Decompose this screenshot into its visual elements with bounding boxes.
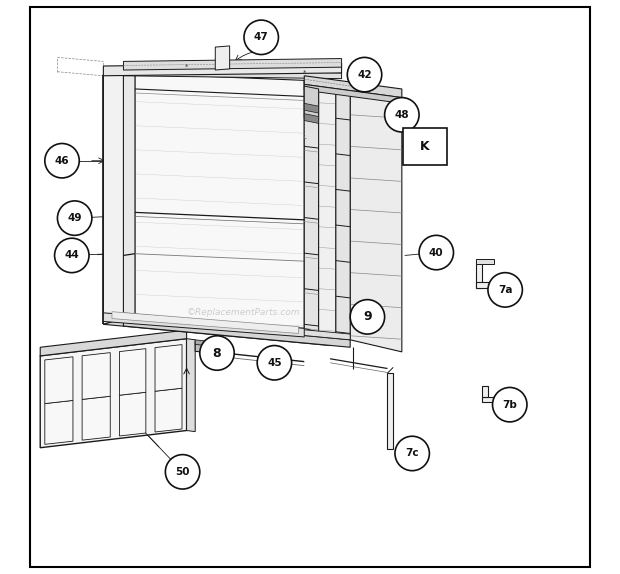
- Polygon shape: [304, 84, 402, 103]
- Polygon shape: [123, 59, 342, 70]
- Polygon shape: [82, 396, 110, 440]
- Circle shape: [244, 20, 278, 55]
- Polygon shape: [135, 73, 304, 328]
- Polygon shape: [350, 91, 402, 352]
- Text: 44: 44: [64, 250, 79, 261]
- Circle shape: [492, 387, 527, 422]
- Text: 45: 45: [267, 358, 281, 368]
- Circle shape: [419, 235, 453, 270]
- Polygon shape: [123, 70, 342, 79]
- Text: 9: 9: [363, 311, 372, 323]
- Polygon shape: [215, 46, 229, 70]
- Polygon shape: [123, 73, 135, 324]
- Polygon shape: [120, 348, 146, 395]
- Circle shape: [488, 273, 523, 307]
- Circle shape: [347, 57, 382, 92]
- Text: 50: 50: [175, 467, 190, 477]
- Text: 47: 47: [254, 32, 268, 42]
- Text: 7c: 7c: [405, 448, 419, 459]
- Text: 40: 40: [429, 247, 443, 258]
- Text: 7b: 7b: [502, 400, 517, 410]
- Polygon shape: [482, 386, 488, 397]
- Polygon shape: [476, 261, 482, 288]
- Circle shape: [45, 144, 79, 178]
- Text: 48: 48: [394, 110, 409, 120]
- Circle shape: [200, 336, 234, 370]
- Polygon shape: [336, 87, 350, 340]
- Polygon shape: [304, 103, 319, 113]
- Polygon shape: [104, 313, 304, 337]
- Text: ©ReplacementParts.com: ©ReplacementParts.com: [187, 308, 301, 317]
- Text: 49: 49: [68, 213, 82, 223]
- Polygon shape: [155, 344, 182, 391]
- Polygon shape: [195, 340, 215, 347]
- Circle shape: [55, 238, 89, 273]
- Polygon shape: [82, 352, 110, 400]
- Polygon shape: [40, 330, 187, 356]
- Text: 7a: 7a: [498, 285, 512, 295]
- Polygon shape: [45, 401, 73, 444]
- Circle shape: [257, 346, 291, 380]
- Polygon shape: [304, 86, 319, 121]
- Polygon shape: [40, 339, 187, 448]
- Polygon shape: [388, 373, 393, 449]
- Polygon shape: [155, 388, 182, 432]
- Polygon shape: [304, 114, 319, 123]
- Polygon shape: [123, 313, 350, 340]
- Polygon shape: [195, 342, 215, 354]
- Polygon shape: [120, 392, 146, 436]
- Text: 8: 8: [213, 347, 221, 359]
- Polygon shape: [123, 319, 350, 347]
- Text: 46: 46: [55, 156, 69, 166]
- Polygon shape: [304, 80, 319, 332]
- Circle shape: [58, 201, 92, 235]
- Polygon shape: [104, 63, 342, 76]
- Circle shape: [395, 436, 430, 471]
- Polygon shape: [319, 84, 336, 336]
- Polygon shape: [45, 357, 73, 404]
- Polygon shape: [112, 312, 298, 333]
- Text: *: *: [303, 69, 306, 75]
- Polygon shape: [482, 397, 505, 402]
- Circle shape: [384, 98, 419, 132]
- Circle shape: [350, 300, 384, 334]
- Polygon shape: [476, 282, 500, 288]
- Polygon shape: [304, 76, 402, 98]
- Text: 42: 42: [357, 69, 372, 80]
- Text: *: *: [185, 64, 188, 69]
- FancyBboxPatch shape: [403, 128, 446, 165]
- Polygon shape: [104, 69, 123, 324]
- Polygon shape: [187, 339, 195, 432]
- Polygon shape: [476, 259, 494, 264]
- Circle shape: [166, 455, 200, 489]
- Text: K: K: [420, 140, 430, 153]
- Polygon shape: [104, 319, 350, 346]
